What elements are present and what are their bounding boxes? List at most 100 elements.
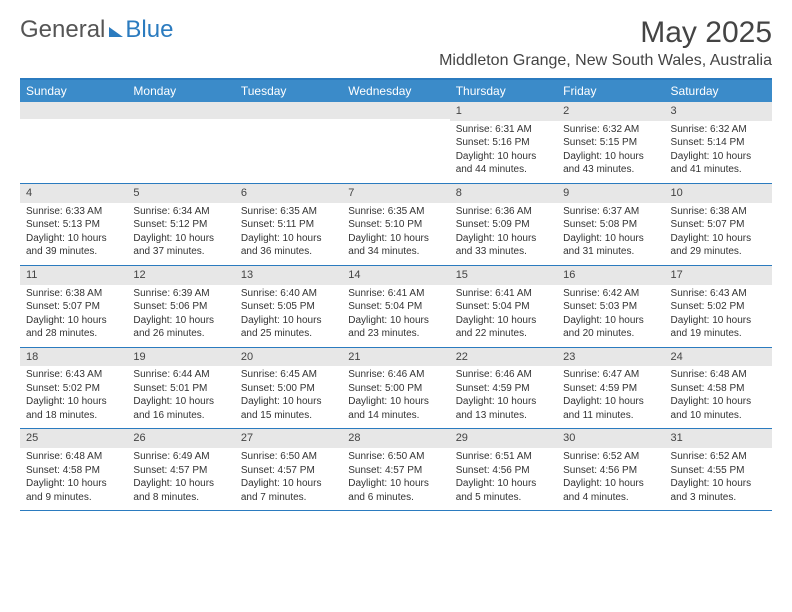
logo-text-1: General [20,16,105,44]
calendar-day-cell: 15Sunrise: 6:41 AMSunset: 5:04 PMDayligh… [450,266,557,347]
daylight-text: Daylight: 10 hours and 29 minutes. [671,232,766,259]
calendar-week-row: 18Sunrise: 6:43 AMSunset: 5:02 PMDayligh… [20,348,772,430]
calendar-day-cell: 1Sunrise: 6:31 AMSunset: 5:16 PMDaylight… [450,102,557,183]
sunset-text: Sunset: 4:58 PM [26,464,121,478]
calendar-day-cell: 9Sunrise: 6:37 AMSunset: 5:08 PMDaylight… [557,184,664,265]
daylight-text: Daylight: 10 hours and 26 minutes. [133,314,228,341]
daylight-text: Daylight: 10 hours and 8 minutes. [133,477,228,504]
calendar-day-cell: 25Sunrise: 6:48 AMSunset: 4:58 PMDayligh… [20,429,127,510]
day-number: 12 [127,266,234,285]
day-content: Sunrise: 6:47 AMSunset: 4:59 PMDaylight:… [557,366,664,428]
daylight-text: Daylight: 10 hours and 23 minutes. [348,314,443,341]
title-block: May 2025 Middleton Grange, New South Wal… [439,16,772,70]
day-number [127,102,234,119]
sunset-text: Sunset: 5:14 PM [671,136,766,150]
day-content [127,119,234,183]
location-text: Middleton Grange, New South Wales, Austr… [439,52,772,70]
day-number [342,102,449,119]
calendar-day-cell: 7Sunrise: 6:35 AMSunset: 5:10 PMDaylight… [342,184,449,265]
sunset-text: Sunset: 5:07 PM [26,300,121,314]
sunrise-text: Sunrise: 6:50 AM [241,450,336,464]
calendar-day-cell [342,102,449,183]
sunrise-text: Sunrise: 6:46 AM [456,368,551,382]
calendar-day-cell [127,102,234,183]
sunrise-text: Sunrise: 6:38 AM [26,287,121,301]
calendar-week-row: 11Sunrise: 6:38 AMSunset: 5:07 PMDayligh… [20,266,772,348]
daylight-text: Daylight: 10 hours and 20 minutes. [563,314,658,341]
sunset-text: Sunset: 5:12 PM [133,218,228,232]
day-content: Sunrise: 6:49 AMSunset: 4:57 PMDaylight:… [127,448,234,510]
calendar-week-row: 4Sunrise: 6:33 AMSunset: 5:13 PMDaylight… [20,184,772,266]
sunset-text: Sunset: 5:05 PM [241,300,336,314]
daylight-text: Daylight: 10 hours and 7 minutes. [241,477,336,504]
calendar-day-cell: 16Sunrise: 6:42 AMSunset: 5:03 PMDayligh… [557,266,664,347]
day-number: 10 [665,184,772,203]
daylight-text: Daylight: 10 hours and 5 minutes. [456,477,551,504]
logo-triangle-icon [109,27,123,37]
day-content [235,119,342,183]
day-content: Sunrise: 6:43 AMSunset: 5:02 PMDaylight:… [20,366,127,428]
sunset-text: Sunset: 5:06 PM [133,300,228,314]
sunrise-text: Sunrise: 6:42 AM [563,287,658,301]
day-header: Saturday [665,80,772,102]
sunset-text: Sunset: 5:07 PM [671,218,766,232]
daylight-text: Daylight: 10 hours and 34 minutes. [348,232,443,259]
day-content: Sunrise: 6:34 AMSunset: 5:12 PMDaylight:… [127,203,234,265]
sunrise-text: Sunrise: 6:50 AM [348,450,443,464]
calendar-day-cell: 3Sunrise: 6:32 AMSunset: 5:14 PMDaylight… [665,102,772,183]
sunrise-text: Sunrise: 6:48 AM [26,450,121,464]
sunrise-text: Sunrise: 6:49 AM [133,450,228,464]
day-content: Sunrise: 6:41 AMSunset: 5:04 PMDaylight:… [450,285,557,347]
daylight-text: Daylight: 10 hours and 16 minutes. [133,395,228,422]
sunset-text: Sunset: 4:57 PM [133,464,228,478]
day-content: Sunrise: 6:46 AMSunset: 5:00 PMDaylight:… [342,366,449,428]
day-content: Sunrise: 6:39 AMSunset: 5:06 PMDaylight:… [127,285,234,347]
calendar-day-cell: 26Sunrise: 6:49 AMSunset: 4:57 PMDayligh… [127,429,234,510]
sunset-text: Sunset: 4:59 PM [456,382,551,396]
calendar-week-row: 25Sunrise: 6:48 AMSunset: 4:58 PMDayligh… [20,429,772,511]
sunrise-text: Sunrise: 6:38 AM [671,205,766,219]
daylight-text: Daylight: 10 hours and 25 minutes. [241,314,336,341]
day-header: Thursday [450,80,557,102]
sunset-text: Sunset: 5:08 PM [563,218,658,232]
sunset-text: Sunset: 4:59 PM [563,382,658,396]
calendar-day-cell: 22Sunrise: 6:46 AMSunset: 4:59 PMDayligh… [450,348,557,429]
day-content: Sunrise: 6:35 AMSunset: 5:11 PMDaylight:… [235,203,342,265]
daylight-text: Daylight: 10 hours and 15 minutes. [241,395,336,422]
calendar-day-cell: 31Sunrise: 6:52 AMSunset: 4:55 PMDayligh… [665,429,772,510]
calendar-day-cell [20,102,127,183]
calendar-day-cell: 27Sunrise: 6:50 AMSunset: 4:57 PMDayligh… [235,429,342,510]
day-content: Sunrise: 6:43 AMSunset: 5:02 PMDaylight:… [665,285,772,347]
sunset-text: Sunset: 5:09 PM [456,218,551,232]
sunset-text: Sunset: 5:00 PM [241,382,336,396]
sunrise-text: Sunrise: 6:45 AM [241,368,336,382]
calendar-day-cell: 11Sunrise: 6:38 AMSunset: 5:07 PMDayligh… [20,266,127,347]
day-header: Sunday [20,80,127,102]
day-content: Sunrise: 6:44 AMSunset: 5:01 PMDaylight:… [127,366,234,428]
sunset-text: Sunset: 4:57 PM [348,464,443,478]
day-number: 13 [235,266,342,285]
day-content: Sunrise: 6:32 AMSunset: 5:15 PMDaylight:… [557,121,664,183]
calendar-week-row: 1Sunrise: 6:31 AMSunset: 5:16 PMDaylight… [20,102,772,184]
sunrise-text: Sunrise: 6:31 AM [456,123,551,137]
day-content: Sunrise: 6:46 AMSunset: 4:59 PMDaylight:… [450,366,557,428]
day-number: 19 [127,348,234,367]
day-content: Sunrise: 6:37 AMSunset: 5:08 PMDaylight:… [557,203,664,265]
calendar-day-cell: 14Sunrise: 6:41 AMSunset: 5:04 PMDayligh… [342,266,449,347]
logo: General Blue [20,16,173,44]
sunset-text: Sunset: 5:04 PM [456,300,551,314]
calendar-day-cell: 20Sunrise: 6:45 AMSunset: 5:00 PMDayligh… [235,348,342,429]
sunset-text: Sunset: 4:56 PM [563,464,658,478]
day-content: Sunrise: 6:36 AMSunset: 5:09 PMDaylight:… [450,203,557,265]
day-number: 23 [557,348,664,367]
calendar-day-cell: 10 Sunrise: 6:38 AMSunset: 5:07 PMDayligh… [665,184,772,265]
sunrise-text: Sunrise: 6:41 AM [348,287,443,301]
sunset-text: Sunset: 5:01 PM [133,382,228,396]
calendar-day-cell: 28Sunrise: 6:50 AMSunset: 4:57 PMDayligh… [342,429,449,510]
day-content: Sunrise: 6:45 AMSunset: 5:00 PMDaylight:… [235,366,342,428]
sunrise-text: Sunrise: 6:52 AM [563,450,658,464]
sunrise-text: Sunrise: 6:35 AM [348,205,443,219]
sunset-text: Sunset: 4:56 PM [456,464,551,478]
calendar-day-cell: 5Sunrise: 6:34 AMSunset: 5:12 PMDaylight… [127,184,234,265]
sunset-text: Sunset: 4:58 PM [671,382,766,396]
